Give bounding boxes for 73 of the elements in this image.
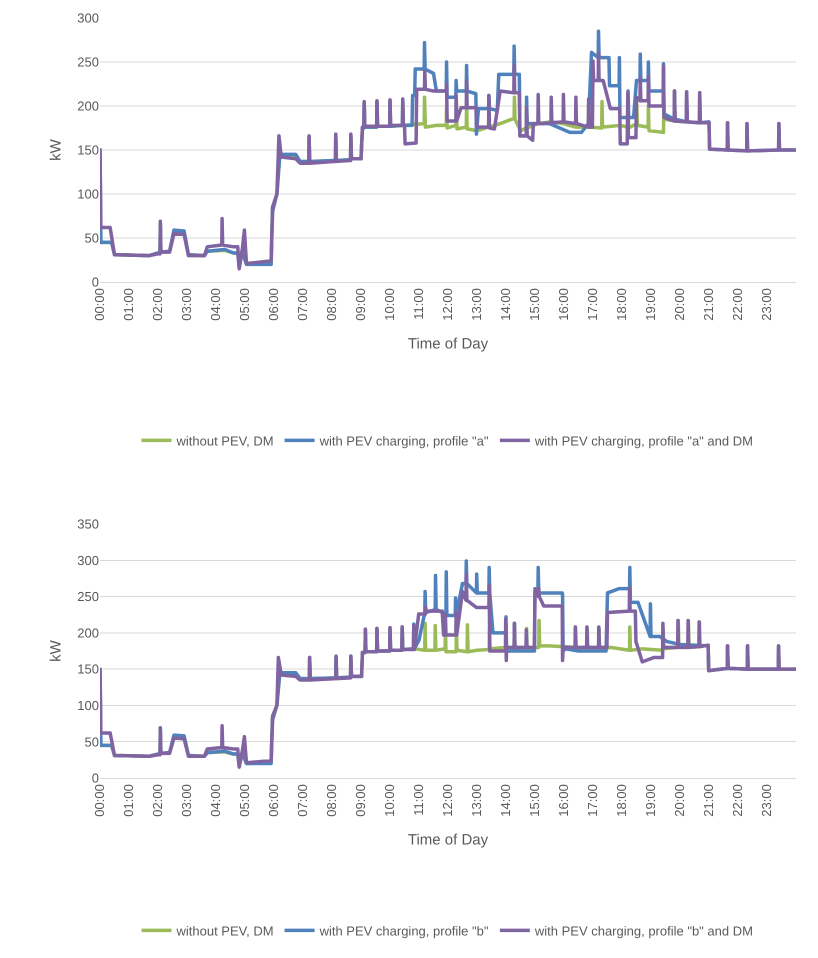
x-tick-label: 23:00	[759, 288, 774, 321]
x-tick-label: 07:00	[295, 784, 310, 817]
x-axis-title: Time of Day	[408, 832, 489, 849]
x-tick-label: 21:00	[701, 288, 716, 321]
x-tick-label: 22:00	[730, 288, 746, 321]
x-tick-label: 20:00	[672, 288, 688, 321]
legend-label: without PEV, DM	[176, 433, 274, 448]
x-tick-label: 11:00	[411, 784, 426, 816]
y-tick-label: 150	[77, 662, 99, 677]
y-tick-label: 300	[77, 552, 99, 568]
x-tick-label: 09:00	[353, 288, 368, 321]
y-tick-label: 0	[92, 274, 99, 290]
x-tick-label: 18:00	[614, 784, 630, 817]
x-tick-label: 12:00	[440, 784, 456, 817]
x-tick-label: 14:00	[498, 784, 514, 817]
y-axis-title: kW	[48, 639, 65, 662]
x-tick-label: 20:00	[672, 784, 688, 817]
y-tick-label: 100	[77, 186, 99, 202]
x-tick-label: 13:00	[469, 288, 484, 321]
y-tick-label: 0	[92, 770, 99, 786]
x-tick-label: 03:00	[179, 288, 194, 321]
x-tick-label: 11:00	[411, 288, 426, 320]
x-tick-label: 16:00	[556, 288, 572, 321]
x-tick-label: 10:00	[382, 784, 398, 817]
x-tick-label: 08:00	[324, 784, 340, 817]
legend-label: with PEV charging, profile "a" and DM	[534, 433, 753, 448]
x-tick-label: 05:00	[237, 288, 252, 321]
legend-label: with PEV charging, profile "a"	[318, 433, 489, 448]
y-tick-label: 300	[77, 10, 99, 26]
y-tick-label: 50	[84, 230, 99, 246]
x-tick-label: 19:00	[643, 288, 658, 321]
x-tick-label: 00:00	[92, 784, 108, 817]
x-tick-label: 15:00	[527, 288, 542, 321]
x-tick-label: 15:00	[527, 784, 542, 817]
y-tick-label: 200	[77, 625, 99, 640]
x-tick-label: 17:00	[585, 784, 600, 817]
x-tick-label: 16:00	[556, 784, 572, 817]
x-tick-label: 17:00	[585, 288, 600, 321]
x-tick-label: 07:00	[295, 288, 310, 321]
x-tick-label: 09:00	[353, 784, 368, 817]
legend-label: with PEV charging, profile "b" and DM	[534, 923, 753, 938]
x-tick-label: 01:00	[121, 288, 136, 321]
x-axis-title: Time of Day	[408, 336, 489, 353]
x-tick-label: 19:00	[643, 784, 658, 817]
x-tick-label: 12:00	[440, 288, 456, 321]
x-tick-label: 02:00	[150, 784, 166, 817]
y-tick-label: 200	[77, 98, 99, 114]
x-tick-label: 06:00	[266, 784, 282, 817]
y-tick-label: 350	[77, 516, 99, 532]
x-tick-label: 05:00	[237, 784, 252, 817]
y-tick-label: 250	[77, 54, 99, 70]
y-tick-label: 150	[77, 142, 99, 158]
x-tick-label: 13:00	[469, 784, 484, 817]
x-tick-label: 03:00	[179, 784, 194, 817]
x-tick-label: 06:00	[266, 288, 282, 321]
x-tick-label: 01:00	[121, 784, 136, 817]
legend-label: with PEV charging, profile "b"	[318, 923, 489, 938]
y-tick-label: 250	[77, 589, 99, 604]
x-tick-label: 00:00	[92, 288, 108, 321]
y-tick-label: 50	[84, 734, 99, 750]
x-tick-label: 10:00	[382, 288, 398, 321]
x-tick-label: 22:00	[730, 784, 746, 817]
y-tick-label: 100	[77, 698, 99, 713]
x-tick-label: 08:00	[324, 288, 340, 321]
x-tick-label: 21:00	[701, 784, 716, 817]
legend-label: without PEV, DM	[176, 923, 274, 938]
x-tick-label: 14:00	[498, 288, 514, 321]
x-tick-label: 23:00	[759, 784, 774, 817]
x-tick-label: 04:00	[208, 288, 224, 321]
y-axis-title: kW	[48, 138, 65, 161]
x-tick-label: 02:00	[150, 288, 166, 321]
x-tick-label: 18:00	[614, 288, 630, 321]
x-tick-label: 04:00	[208, 784, 224, 817]
